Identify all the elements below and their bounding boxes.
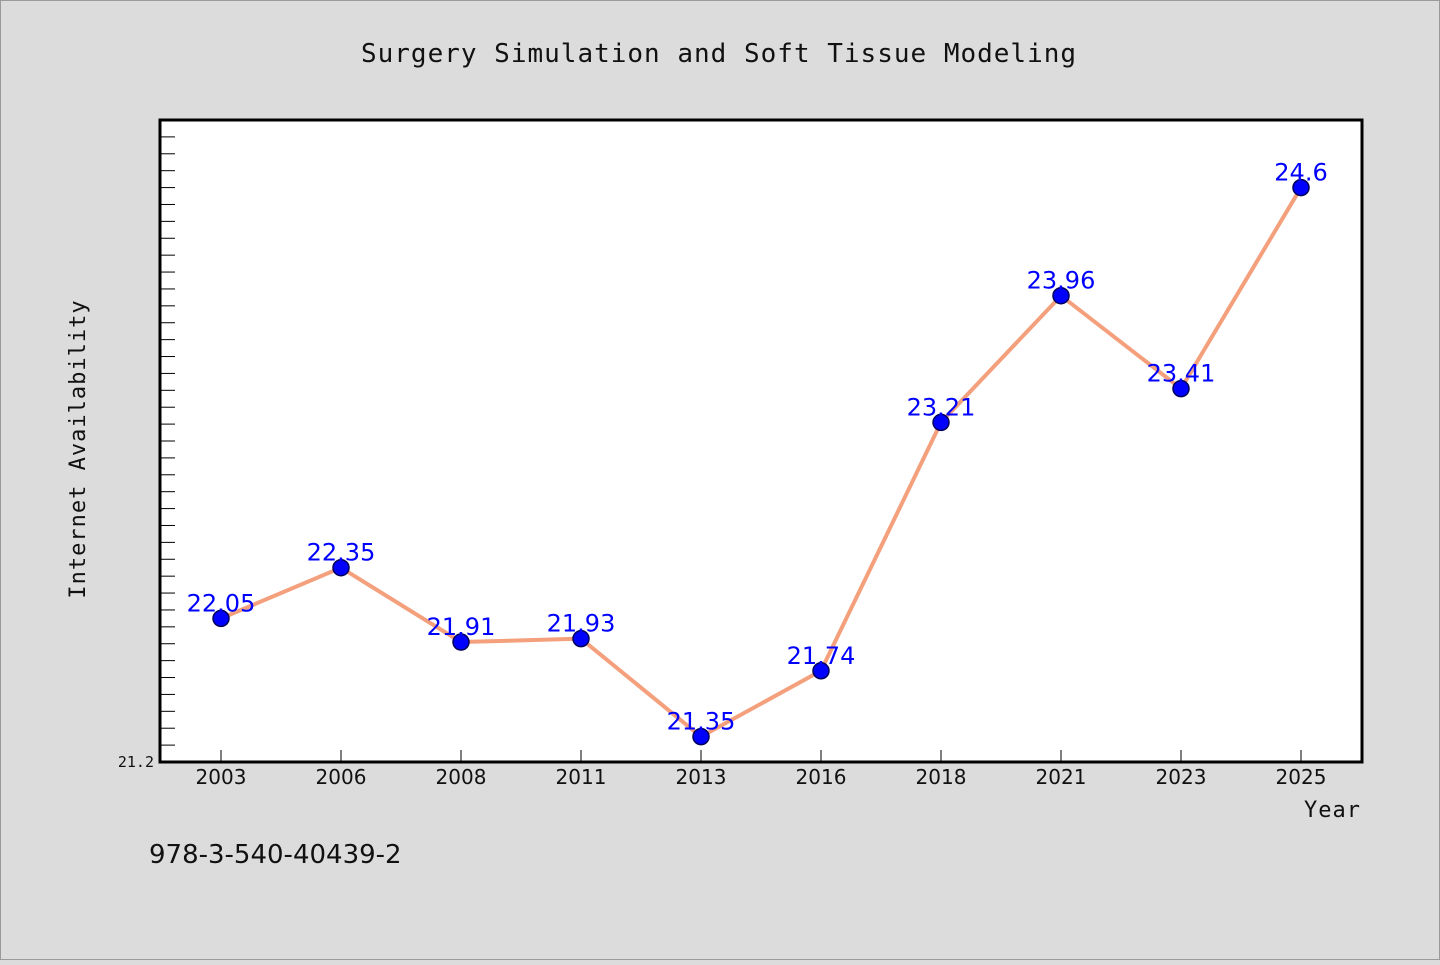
x-tick-label: 2003 [196, 765, 247, 789]
data-label: 24.6 [1274, 159, 1327, 187]
data-label: 21.93 [547, 610, 616, 638]
y-axis-label: Internet Availability [66, 299, 91, 598]
x-tick-label: 2011 [556, 765, 607, 789]
data-point [212, 609, 230, 628]
x-tick-label: 2013 [676, 765, 727, 789]
x-tick-labels: 2003 2006 2008 2011 2013 2016 2018 2021 2023 2025 [196, 765, 1327, 789]
x-tick-label: 2016 [796, 765, 847, 789]
data-point [572, 629, 590, 648]
data-label: 21.91 [427, 613, 496, 641]
x-tick-label: 2021 [1036, 765, 1087, 789]
series-line [220, 186, 1303, 739]
y-axis-ticks [160, 136, 175, 763]
data-point [932, 413, 950, 432]
data-point [1172, 379, 1190, 398]
x-tick-label: 2025 [1276, 765, 1327, 789]
data-label: 23.41 [1147, 360, 1216, 388]
data-point [692, 727, 710, 746]
data-point [452, 633, 470, 651]
isbn-footer: 978-3-540-40439-2 [149, 840, 402, 870]
x-tick-label: 2018 [916, 765, 967, 789]
data-point [1052, 286, 1070, 305]
x-tick-label: 2023 [1156, 765, 1207, 789]
data-markers [212, 178, 1310, 746]
data-label: 21.74 [787, 642, 856, 670]
plot-area [158, 118, 1364, 764]
data-point [812, 662, 830, 680]
data-point [332, 558, 350, 577]
x-axis-label: Year [1304, 798, 1361, 823]
x-tick-label: 2008 [436, 765, 487, 789]
x-axis-ticks [220, 750, 1302, 762]
data-point [1292, 178, 1310, 197]
data-label: 22.05 [187, 589, 256, 617]
x-tick-label: 2006 [316, 765, 367, 789]
data-label: 23.21 [907, 393, 976, 421]
data-labels: 22.05 22.35 21.91 21.93 21.35 21.74 23.21 23.96… [187, 159, 1328, 736]
series-line-group [220, 186, 1303, 739]
data-label: 22.35 [307, 539, 376, 567]
y-tick-label: 21.2 [118, 753, 154, 771]
data-label: 23.96 [1027, 267, 1096, 295]
data-label: 21.35 [667, 708, 736, 736]
chart-title: Surgery Simulation and Soft Tissue Model… [361, 39, 1077, 69]
